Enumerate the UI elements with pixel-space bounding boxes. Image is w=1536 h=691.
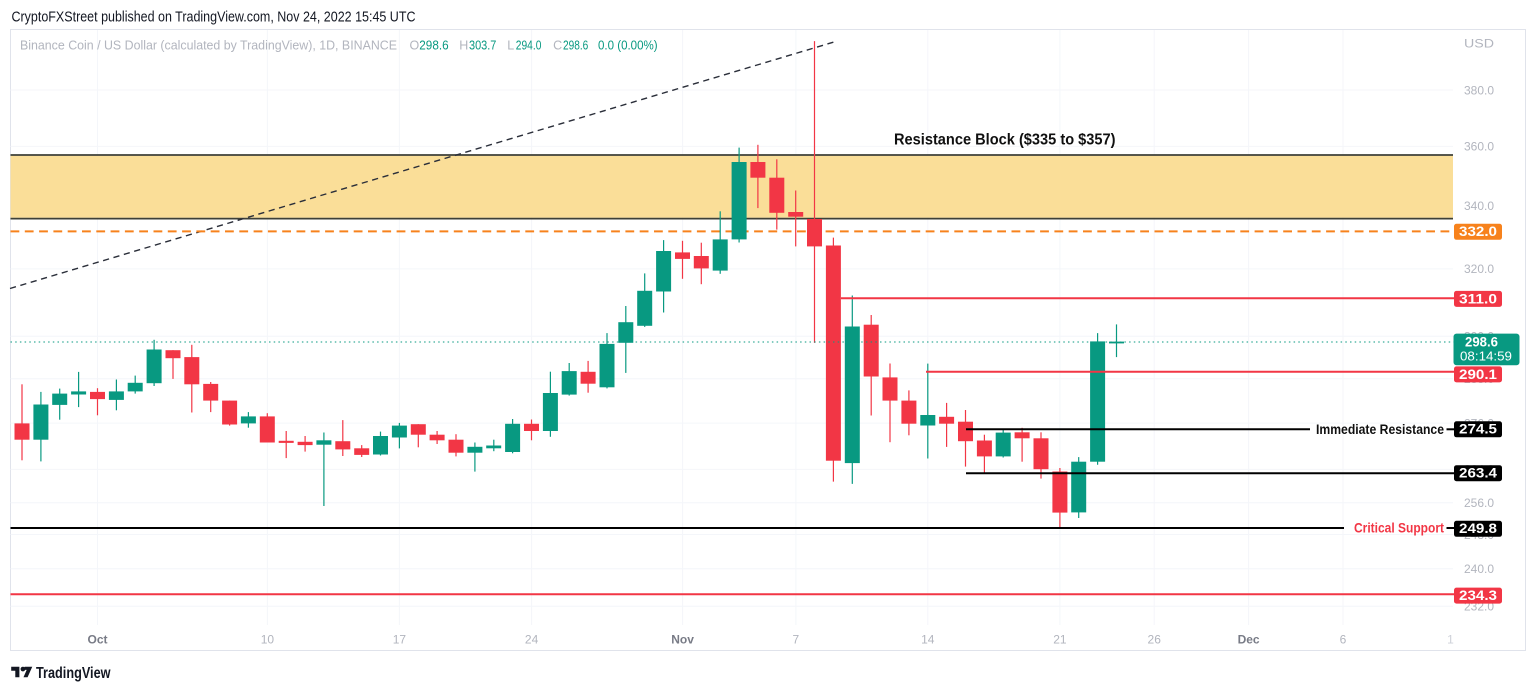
svg-text:Nov: Nov — [671, 632, 694, 646]
svg-text:332.0: 332.0 — [1459, 224, 1497, 239]
svg-text:256.0: 256.0 — [1464, 496, 1494, 510]
svg-text:Immediate Resistance: Immediate Resistance — [1316, 422, 1444, 437]
svg-text:1: 1 — [1447, 632, 1454, 646]
svg-text:6: 6 — [1340, 632, 1347, 646]
svg-text:24: 24 — [525, 632, 539, 646]
svg-text:0.0 (0.00%): 0.0 (0.00%) — [598, 39, 658, 53]
svg-text:263.4: 263.4 — [1459, 466, 1498, 481]
svg-text:294.0: 294.0 — [516, 39, 542, 53]
svg-text:Oct: Oct — [87, 632, 107, 646]
svg-text:H: H — [459, 39, 468, 53]
svg-text:7: 7 — [793, 632, 800, 646]
svg-text:Binance Coin / US Dollar (calc: Binance Coin / US Dollar (calculated by … — [20, 38, 397, 53]
svg-text:320.0: 320.0 — [1464, 262, 1494, 276]
svg-text:249.8: 249.8 — [1459, 521, 1498, 536]
svg-text:10: 10 — [261, 632, 275, 646]
svg-text:14: 14 — [921, 632, 935, 646]
svg-text:CryptoFXStreet published on Tr: CryptoFXStreet published on TradingView.… — [12, 9, 416, 26]
svg-text:274.5: 274.5 — [1459, 422, 1498, 437]
svg-text:USD: USD — [1464, 36, 1494, 50]
svg-text:Dec: Dec — [1238, 632, 1260, 646]
svg-text:26: 26 — [1148, 632, 1162, 646]
svg-text:08:14:59: 08:14:59 — [1460, 350, 1512, 364]
svg-text:360.0: 360.0 — [1464, 140, 1494, 154]
svg-text:290.1: 290.1 — [1459, 367, 1498, 382]
svg-text:311.0: 311.0 — [1459, 291, 1497, 306]
svg-text:TradingView: TradingView — [36, 665, 111, 682]
svg-text:17: 17 — [393, 632, 407, 646]
svg-text:340.0: 340.0 — [1464, 199, 1494, 213]
svg-text:C: C — [553, 39, 562, 53]
svg-text:L: L — [507, 39, 514, 53]
svg-text:O: O — [410, 39, 420, 53]
svg-text:21: 21 — [1053, 632, 1067, 646]
svg-text:240.0: 240.0 — [1464, 562, 1494, 576]
svg-text:298.6: 298.6 — [1465, 334, 1498, 350]
svg-text:234.3: 234.3 — [1459, 588, 1498, 603]
svg-text:Critical Support: Critical Support — [1354, 521, 1444, 536]
svg-text:303.7: 303.7 — [469, 39, 496, 53]
svg-text:298.6: 298.6 — [563, 39, 588, 53]
svg-text:298.6: 298.6 — [419, 39, 448, 53]
svg-text:380.0: 380.0 — [1464, 83, 1494, 97]
svg-text:Resistance Block ($335 to $357: Resistance Block ($335 to $357) — [894, 132, 1116, 149]
